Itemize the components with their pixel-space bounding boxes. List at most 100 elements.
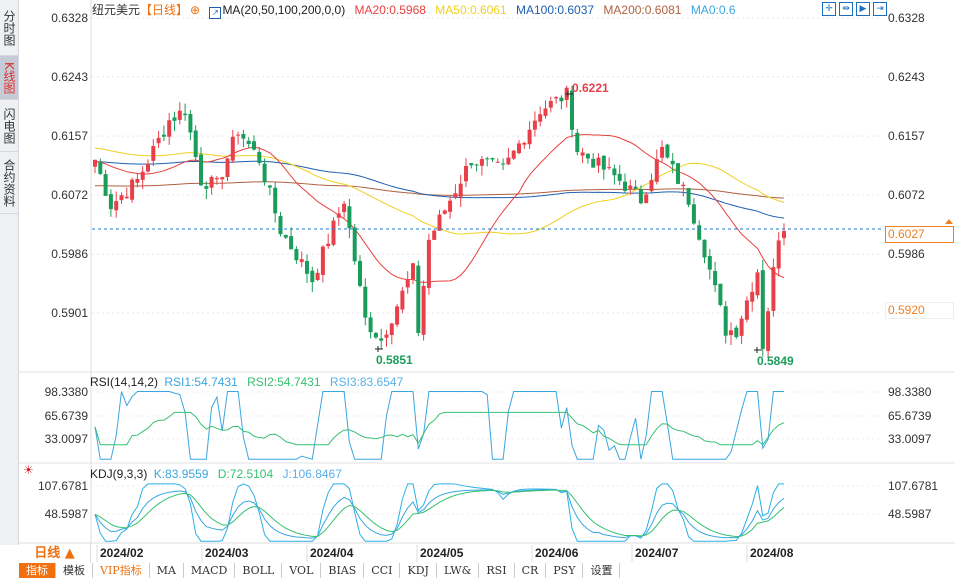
candle-body: [358, 260, 362, 286]
play-icon[interactable]: ▶: [856, 2, 870, 16]
zoom-range-icon[interactable]: ⇹: [839, 2, 853, 16]
candle-body: [336, 213, 341, 218]
candle-body: [750, 291, 755, 302]
candle-body: [697, 225, 702, 240]
indicator-tab-9[interactable]: KDJ: [400, 563, 437, 578]
candle-body: [776, 240, 781, 269]
candle-body: [230, 136, 235, 161]
candle-body: [607, 167, 612, 169]
tab-flash[interactable]: 闪电图: [0, 100, 18, 152]
candle-body: [517, 143, 521, 154]
indicator-tab-3[interactable]: MA: [150, 563, 184, 578]
rsi-axis-label-right: 98.3380: [888, 385, 932, 399]
main-legend: 纽元美元【日线】 ⊕ ↗ MA(20,50,100,200,0,0) MA20:0.…: [92, 3, 742, 19]
candle-body: [506, 157, 511, 165]
candle-body: [691, 204, 696, 224]
candle-body: [151, 146, 156, 161]
candle-body: [257, 151, 262, 163]
candle-body: [575, 132, 580, 153]
jump-end-icon[interactable]: ⇥: [873, 2, 887, 16]
candle-body: [501, 163, 506, 165]
candle-body: [130, 179, 135, 200]
ma100-value: MA100:0.6037: [516, 3, 595, 17]
candle-body: [723, 306, 728, 336]
candle-body: [660, 146, 665, 158]
candle-body: [368, 317, 373, 333]
indicator-tab-14[interactable]: 设置: [583, 563, 621, 578]
candle-body: [135, 179, 140, 183]
candle-body: [426, 239, 431, 288]
candle-body: [538, 114, 543, 122]
crosshair-tool-icon[interactable]: ✛: [822, 2, 836, 16]
candle-body: [734, 327, 739, 338]
price-axis-label-right: 0.6328: [888, 11, 925, 25]
candle-body: [670, 160, 675, 165]
kdj-label: KDJ(9,3,3): [90, 467, 148, 481]
candle-body: [384, 334, 389, 338]
indicator-tab-2[interactable]: VIP指标: [93, 563, 150, 578]
candle-body: [623, 181, 627, 191]
candle-body: [527, 129, 532, 145]
candle-body: [654, 159, 659, 182]
candle-body: [119, 195, 124, 201]
indicator-tab-13[interactable]: PSY: [546, 563, 584, 578]
indicator-settings-icon[interactable]: ☀: [23, 463, 34, 477]
indicator-tab-7[interactable]: BIAS: [321, 563, 365, 578]
indicator-tab-1[interactable]: 模板: [56, 563, 93, 578]
indicator-tab-10[interactable]: LW&: [437, 563, 480, 578]
candle-body: [199, 154, 203, 186]
indicator-tab-11[interactable]: RSI: [479, 563, 515, 578]
candle-body: [310, 270, 315, 283]
indicator-tab-0[interactable]: 指标: [19, 563, 56, 578]
candle-body: [437, 214, 442, 231]
rsi1-value: RSI1:54.7431: [164, 375, 238, 389]
candle-body: [585, 153, 590, 159]
candle-body: [766, 311, 771, 351]
price-axis-label-right: 0.6072: [888, 187, 925, 202]
x-axis-label: 2024/08: [750, 546, 794, 560]
crosshair-icon[interactable]: ⊕: [190, 3, 201, 17]
indicator-tab-8[interactable]: CCI: [364, 563, 401, 578]
candle-body: [601, 155, 606, 170]
candle-body: [273, 187, 278, 214]
x-axis-label: 2024/03: [205, 546, 249, 560]
price-axis-label-left: 0.5901: [51, 306, 88, 320]
tab-kline[interactable]: K线图: [0, 56, 18, 100]
candle-body: [326, 243, 331, 247]
candle-body: [686, 188, 691, 205]
tab-timeshare[interactable]: 分时图: [0, 0, 18, 56]
candle-body: [432, 230, 437, 240]
candle-body: [204, 186, 209, 189]
period-selector[interactable]: 日线 ▲: [19, 545, 91, 563]
candle-body: [363, 286, 368, 318]
indicator-tab-4[interactable]: MACD: [184, 563, 236, 578]
candle-body: [495, 161, 500, 163]
kdj-axis-label-right: 107.6781: [888, 479, 939, 493]
candle-body: [760, 270, 765, 349]
rsi3-value: RSI3:83.6547: [329, 375, 404, 389]
candle-body: [347, 206, 352, 229]
x-axis-label: 2024/05: [420, 546, 464, 560]
candle-body: [220, 177, 225, 180]
candle-body: [442, 210, 447, 214]
indicator-tab-6[interactable]: VOL: [282, 563, 322, 578]
tab-contract-info[interactable]: 合约资料: [0, 152, 18, 214]
candle-body: [580, 152, 585, 156]
candle-body: [395, 306, 400, 325]
price-axis-label-right: 0.6157: [888, 129, 925, 144]
candle-body: [490, 157, 495, 160]
ma50-value: MA50:0.6061: [435, 3, 507, 17]
candle-body: [373, 332, 378, 338]
candle-body: [744, 300, 749, 320]
candle-body: [464, 165, 468, 182]
indicator-tab-12[interactable]: CR: [515, 563, 547, 578]
indicator-tab-5[interactable]: BOLL: [235, 563, 283, 578]
kdj-axis-label-left: 48.5987: [44, 507, 88, 521]
candle-body: [114, 201, 119, 211]
ma-settings-icon[interactable]: ↗: [209, 7, 222, 19]
candle-body: [522, 142, 527, 145]
ma100-line: [94, 160, 785, 219]
rsi-label: RSI(14,14,2): [90, 375, 159, 389]
candle-body: [713, 270, 718, 286]
